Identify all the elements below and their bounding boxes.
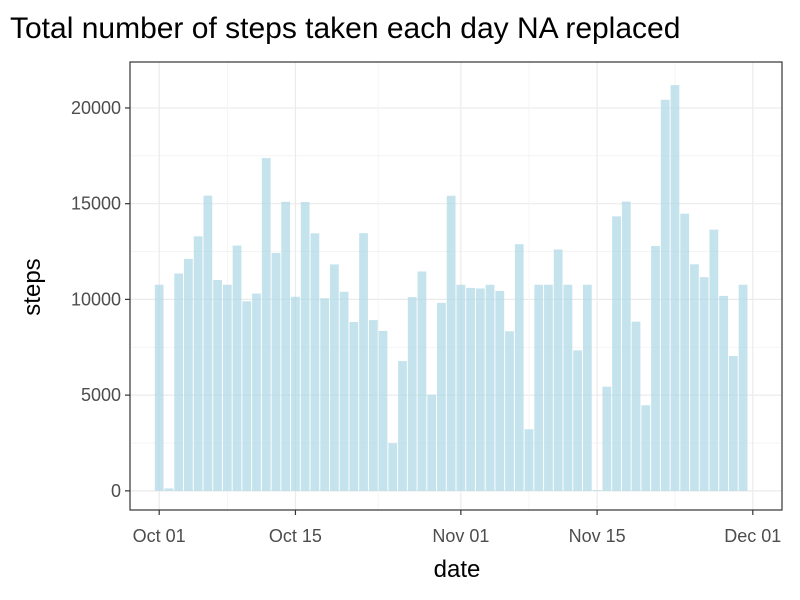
bar bbox=[631, 321, 641, 491]
bar bbox=[456, 284, 466, 491]
bar bbox=[485, 284, 495, 491]
bar bbox=[475, 288, 485, 491]
x-axis-title: date bbox=[434, 556, 481, 583]
x-axis: Oct 01 Oct 15 Nov 01 Nov 15 Dec 01 bbox=[133, 510, 781, 546]
bar bbox=[252, 293, 261, 491]
bar bbox=[320, 298, 330, 491]
panel-frame bbox=[129, 61, 783, 511]
bar bbox=[407, 297, 417, 491]
bar bbox=[592, 490, 602, 491]
bar bbox=[300, 202, 310, 491]
bar bbox=[213, 279, 222, 491]
bar bbox=[670, 85, 680, 491]
bar bbox=[505, 331, 514, 491]
bar bbox=[544, 284, 553, 491]
chart-title: Total number of steps taken each day NA … bbox=[10, 12, 681, 45]
y-axis: 0 5000 10000 15000 20000 bbox=[71, 98, 130, 501]
bar bbox=[368, 320, 378, 491]
y-tick-label: 15000 bbox=[71, 194, 121, 214]
x-tick-label: Oct 15 bbox=[269, 526, 322, 546]
bar bbox=[437, 302, 446, 491]
bar bbox=[359, 233, 368, 491]
bar bbox=[339, 291, 349, 491]
bar bbox=[417, 271, 427, 491]
y-tick-label: 5000 bbox=[81, 385, 121, 405]
bar bbox=[495, 290, 505, 491]
bar bbox=[184, 258, 193, 491]
bar bbox=[738, 284, 748, 491]
bar bbox=[174, 273, 184, 491]
bar bbox=[329, 264, 339, 491]
bar bbox=[641, 405, 651, 491]
x-tick-label: Nov 15 bbox=[569, 526, 626, 546]
bar bbox=[582, 284, 592, 491]
bar bbox=[524, 429, 534, 491]
bar bbox=[563, 284, 573, 491]
bar bbox=[378, 330, 388, 491]
bar bbox=[242, 301, 252, 491]
bar bbox=[446, 195, 456, 491]
bar bbox=[154, 284, 164, 491]
bar bbox=[281, 201, 291, 491]
bar bbox=[222, 284, 232, 491]
y-tick-label: 0 bbox=[111, 481, 121, 501]
bar bbox=[680, 213, 690, 491]
y-tick-label: 20000 bbox=[71, 98, 121, 118]
bar bbox=[466, 287, 475, 491]
bar bbox=[728, 355, 738, 491]
bar bbox=[660, 99, 670, 491]
y-tick-label: 10000 bbox=[71, 289, 121, 309]
bar bbox=[232, 245, 242, 491]
bar bbox=[709, 229, 719, 491]
x-tick-label: Oct 01 bbox=[133, 526, 186, 546]
bar bbox=[621, 201, 631, 491]
bar bbox=[291, 296, 300, 491]
bar bbox=[534, 284, 544, 491]
bar bbox=[514, 244, 524, 491]
bar bbox=[690, 264, 699, 491]
x-tick-label: Nov 01 bbox=[432, 526, 489, 546]
bar bbox=[612, 216, 621, 491]
bar bbox=[553, 249, 563, 491]
bar bbox=[203, 195, 213, 491]
panel-border bbox=[129, 61, 783, 511]
bar bbox=[349, 321, 359, 491]
bars bbox=[154, 85, 748, 491]
bar bbox=[271, 252, 281, 491]
x-tick-label: Dec 01 bbox=[724, 526, 781, 546]
bar bbox=[602, 386, 612, 491]
bar bbox=[388, 443, 398, 491]
bar bbox=[427, 394, 437, 491]
bar bbox=[261, 158, 271, 491]
bar bbox=[164, 488, 174, 491]
bar bbox=[699, 277, 709, 491]
bar bbox=[719, 295, 728, 491]
y-axis-title: steps bbox=[19, 258, 46, 315]
bar bbox=[651, 246, 660, 491]
bar bbox=[573, 350, 583, 491]
bar bbox=[310, 233, 320, 491]
bar bbox=[398, 361, 407, 491]
bar bbox=[193, 236, 203, 491]
